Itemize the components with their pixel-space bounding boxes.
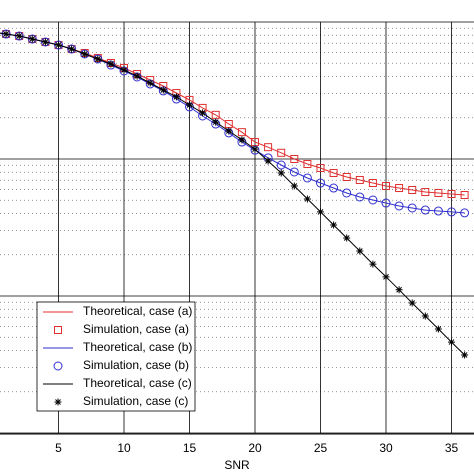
marker xyxy=(14,31,24,41)
marker xyxy=(211,110,220,119)
marker xyxy=(290,155,299,163)
marker xyxy=(28,35,36,43)
marker xyxy=(2,30,10,38)
marker xyxy=(342,172,351,181)
marker xyxy=(434,188,443,197)
legend-label: Theoretical, case (b) xyxy=(83,340,192,354)
marker xyxy=(120,66,128,74)
marker xyxy=(447,190,456,199)
x-tick-label: 15 xyxy=(183,441,197,455)
marker xyxy=(81,50,89,58)
marker xyxy=(329,169,338,178)
marker xyxy=(290,182,298,190)
marker xyxy=(303,195,311,203)
marker xyxy=(356,247,364,255)
legend-label: Theoretical, case (a) xyxy=(83,304,192,318)
marker xyxy=(330,221,338,229)
marker xyxy=(448,338,455,346)
marker xyxy=(55,41,62,49)
marker xyxy=(277,169,285,177)
marker xyxy=(53,361,63,371)
marker xyxy=(395,286,403,294)
marker xyxy=(303,160,312,169)
marker xyxy=(186,101,193,109)
marker xyxy=(355,192,365,202)
marker xyxy=(237,128,246,137)
marker xyxy=(67,44,77,54)
marker xyxy=(460,191,469,200)
marker xyxy=(276,160,286,170)
marker xyxy=(381,198,391,208)
marker xyxy=(1,29,11,39)
marker xyxy=(289,167,299,177)
marker xyxy=(447,207,456,217)
marker xyxy=(355,175,364,184)
marker xyxy=(133,72,141,80)
legend-label: Simulation, case (c) xyxy=(83,394,188,408)
marker xyxy=(434,325,442,333)
marker xyxy=(316,163,325,172)
x-tick-label: 10 xyxy=(117,441,131,455)
legend: Theoretical, case (a) Simulation, case (a… xyxy=(36,301,196,412)
marker xyxy=(68,45,76,53)
x-tick-label: 5 xyxy=(55,441,62,455)
x-tick-label: 25 xyxy=(314,441,328,455)
marker xyxy=(277,148,286,157)
legend-label: Theoretical, case (c) xyxy=(83,376,192,390)
marker xyxy=(225,127,233,135)
legend-label: Simulation, case (a) xyxy=(83,322,189,336)
marker xyxy=(461,351,469,359)
x-tick-label: 35 xyxy=(445,441,459,455)
marker xyxy=(27,34,37,44)
marker xyxy=(54,40,63,50)
marker xyxy=(316,178,325,188)
marker xyxy=(394,201,404,211)
marker xyxy=(342,188,352,198)
marker xyxy=(407,203,417,213)
legend-box xyxy=(36,301,196,412)
x-axis-label: SNR xyxy=(224,458,250,472)
marker xyxy=(41,38,49,46)
marker xyxy=(408,185,417,194)
marker xyxy=(107,60,115,68)
marker xyxy=(94,55,102,63)
marker xyxy=(264,157,272,165)
marker xyxy=(80,49,90,59)
marker xyxy=(433,206,443,216)
marker xyxy=(159,86,167,94)
marker xyxy=(420,205,430,215)
marker xyxy=(212,118,220,126)
marker xyxy=(15,32,23,40)
marker xyxy=(238,136,246,144)
marker xyxy=(224,120,233,129)
marker xyxy=(408,299,416,307)
marker xyxy=(199,109,207,117)
marker xyxy=(317,208,324,216)
marker xyxy=(460,208,470,218)
marker xyxy=(382,273,390,281)
marker xyxy=(54,326,62,334)
marker xyxy=(382,182,390,191)
marker xyxy=(172,93,180,101)
marker xyxy=(329,183,339,193)
marker xyxy=(40,37,50,47)
x-tick-label: 20 xyxy=(248,441,262,455)
x-tick-label: 30 xyxy=(379,441,393,455)
marker xyxy=(369,260,377,268)
marker xyxy=(421,188,430,197)
marker xyxy=(302,173,312,183)
marker xyxy=(93,54,103,64)
marker xyxy=(264,143,273,152)
marker xyxy=(54,398,62,406)
marker xyxy=(343,234,351,242)
marker xyxy=(421,312,429,320)
marker xyxy=(251,138,259,147)
legend-label: Simulation, case (b) xyxy=(83,358,189,372)
marker xyxy=(368,179,377,188)
marker xyxy=(368,195,378,205)
marker xyxy=(395,184,404,193)
marker xyxy=(251,145,259,153)
marker xyxy=(146,79,154,87)
